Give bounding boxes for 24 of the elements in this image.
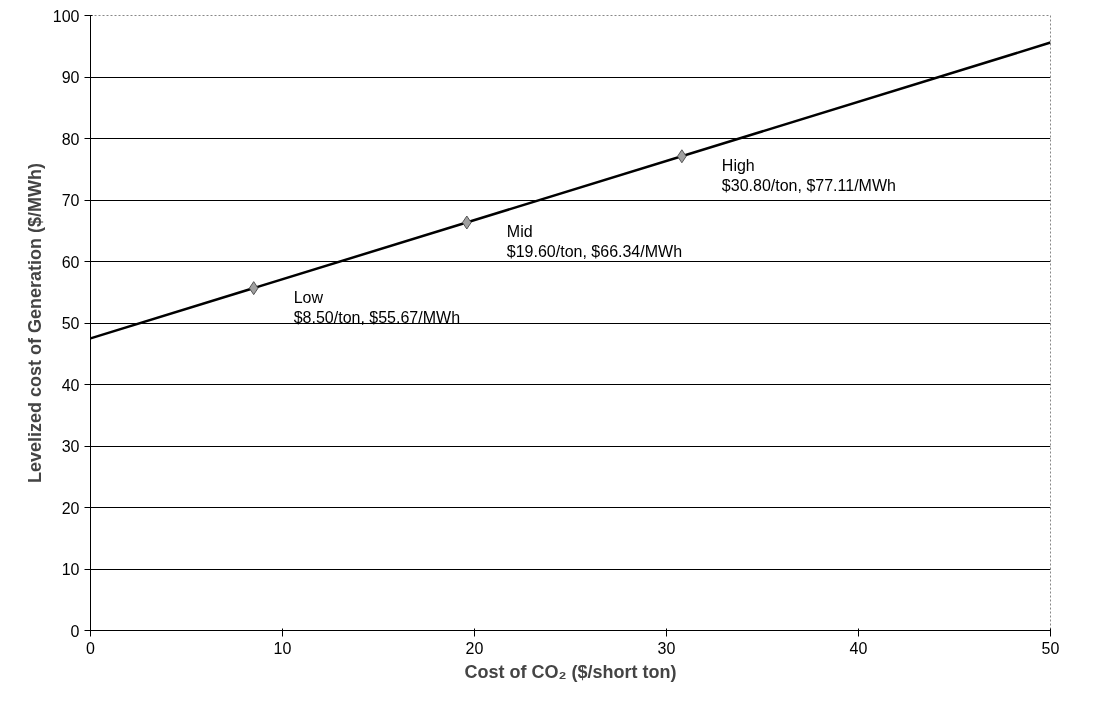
x-tick-label: 40 [849, 639, 868, 657]
x-tick-label: 20 [465, 639, 484, 657]
y-tick-label: 0 [70, 622, 80, 640]
y-axis-title: Levelized cost of Generation ($/MWh) [24, 162, 45, 484]
x-tick-label: 0 [86, 639, 96, 657]
annotation: High $30.80/ton, $77.11/MWh [721, 156, 896, 195]
y-tick-label: 10 [61, 561, 80, 578]
x-axis-title: Cost of CO₂ ($/short ton) [464, 661, 677, 682]
point [461, 215, 472, 230]
annotation: Mid $19.60/ton, $66.34/MWh [506, 223, 683, 261]
y-tick-label: 40 [61, 376, 80, 394]
x-tick-label: 30 [657, 639, 676, 657]
y-tick-label: 60 [61, 253, 80, 271]
x-tick-label: 10 [273, 639, 292, 657]
y-tick-label: 70 [61, 192, 80, 209]
point [248, 281, 259, 296]
y-tick-label: 30 [61, 438, 80, 455]
y-tick-label: 90 [61, 69, 80, 86]
x-tick-label: 50 [1041, 639, 1060, 657]
annotation: Low $8.50/ton, $55.67/MWh [293, 288, 461, 327]
y-tick-label: 20 [61, 499, 80, 517]
y-tick-label: 50 [61, 315, 80, 332]
y-tick-label: 100 [52, 7, 80, 25]
y-tick-label: 80 [61, 130, 80, 148]
